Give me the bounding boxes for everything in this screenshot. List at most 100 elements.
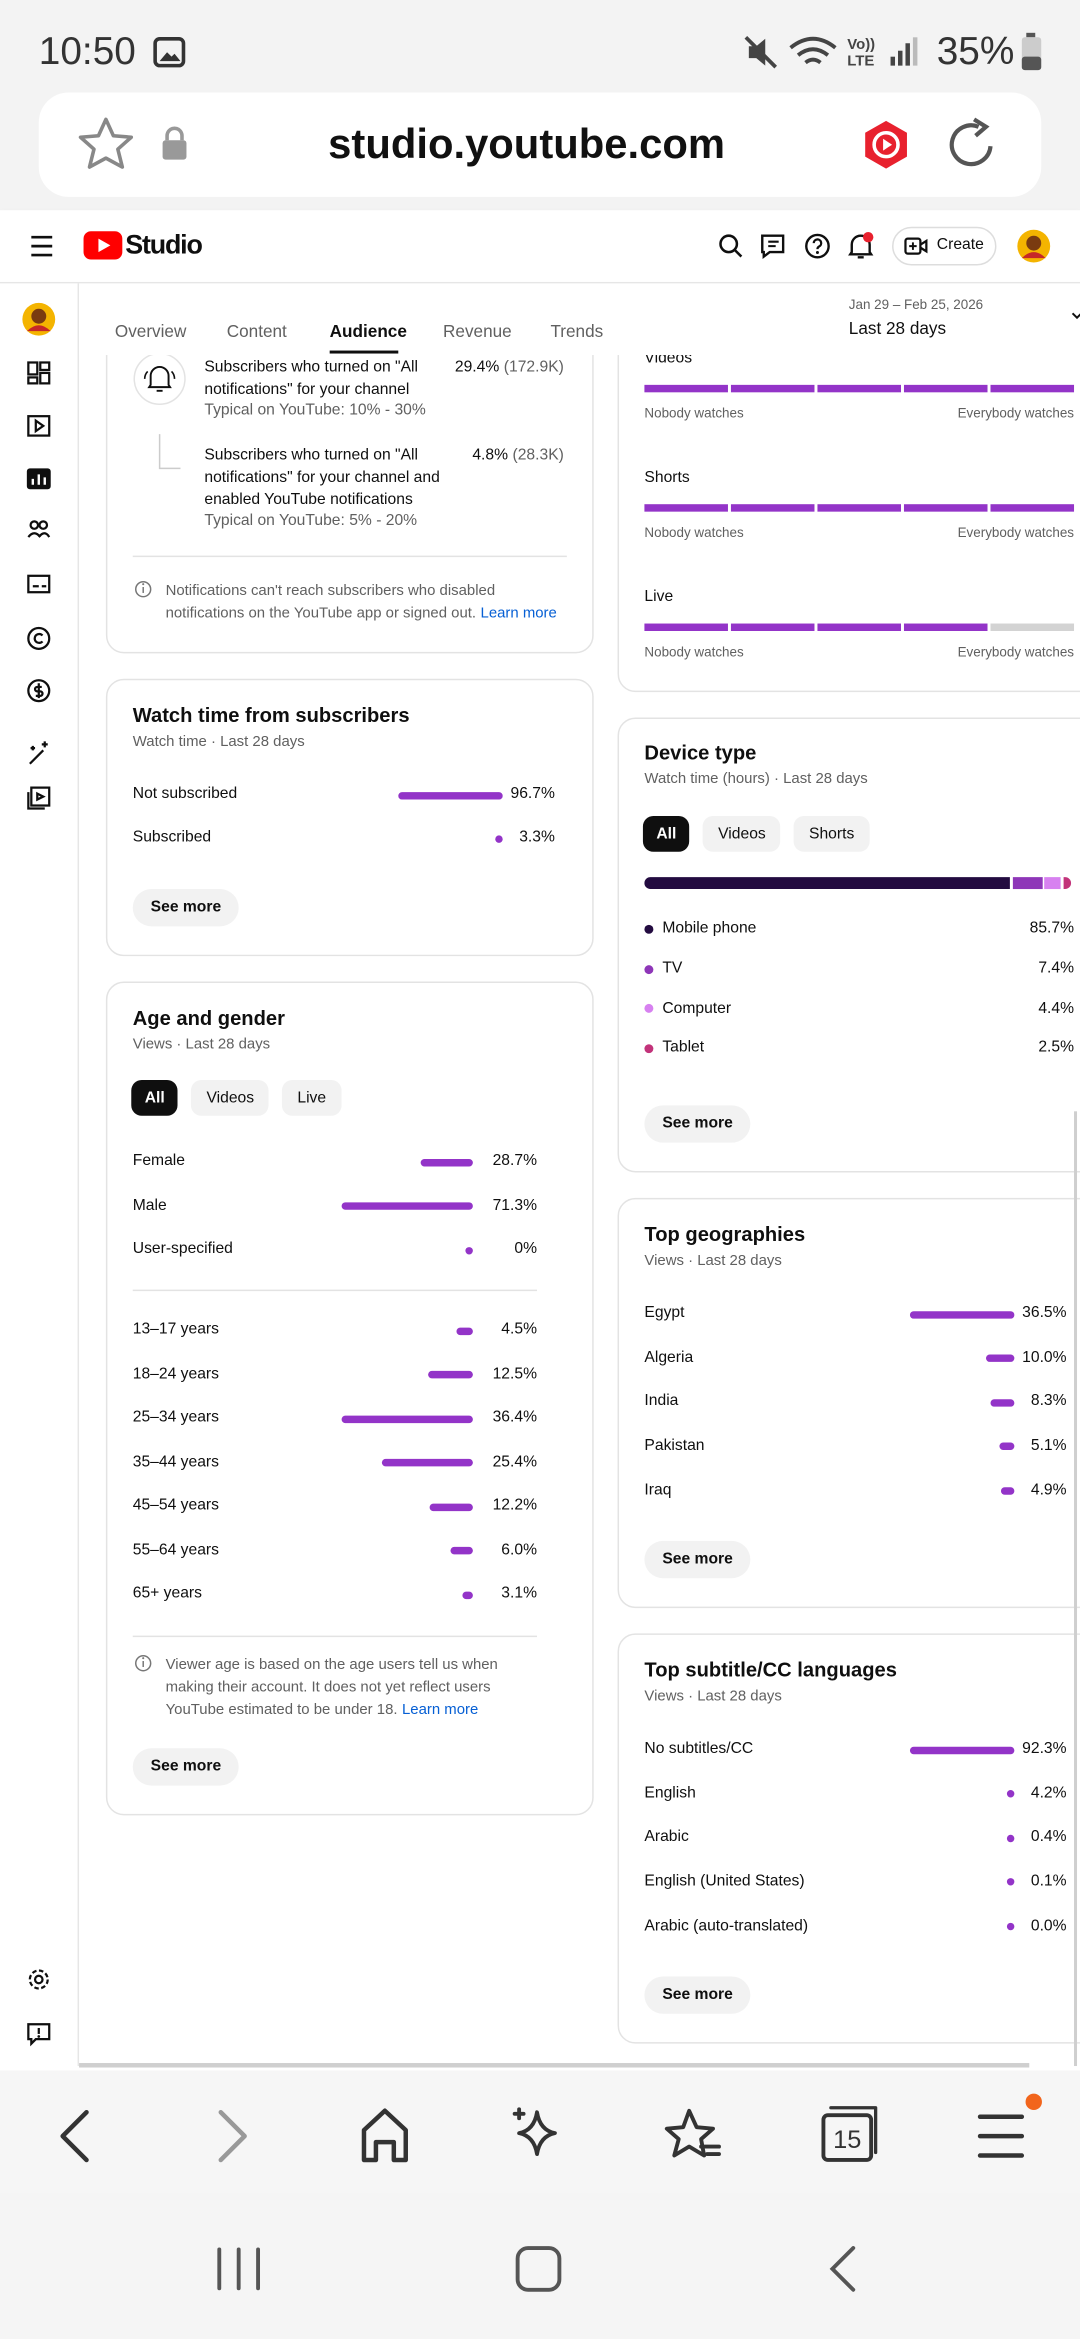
row-label: Male: [132, 1195, 167, 1214]
row-value: 71.3%: [492, 1195, 538, 1214]
row-label: Pakistan: [644, 1436, 705, 1455]
reload-icon[interactable]: [946, 116, 1000, 173]
help-icon[interactable]: [804, 233, 831, 260]
row-label: Not subscribed: [132, 784, 238, 803]
notifications-icon[interactable]: [847, 231, 874, 261]
card-subtitle: Views · Last 28 days: [644, 1252, 782, 1269]
row-label: Female: [132, 1151, 185, 1170]
filter-chip[interactable]: Shorts: [794, 815, 870, 852]
tab[interactable]: Overview: [114, 322, 187, 341]
channel-avatar[interactable]: [21, 301, 57, 337]
filter-chip[interactable]: All: [642, 815, 690, 852]
bar: [381, 1458, 473, 1467]
create-icon: [904, 237, 928, 255]
battery-icon: [1021, 32, 1042, 71]
row-value: 0.1%: [1030, 1872, 1067, 1890]
retention-segment: [817, 384, 901, 393]
notifications-card: [105, 298, 594, 654]
studio-logo-text: Studio: [125, 230, 203, 261]
sidebar-icons[interactable]: [26, 361, 51, 810]
row-value: 36.5%: [1022, 1304, 1067, 1322]
bookmark-star[interactable]: [78, 116, 135, 170]
row-value: 4.2%: [1030, 1783, 1067, 1802]
age-decor: [132, 1289, 538, 1672]
legend-label: Mobile phone: [662, 919, 757, 938]
toolbar-icons[interactable]: [0, 2070, 1080, 2192]
card-title: Top geographies: [644, 1223, 806, 1246]
see-more-button[interactable]: See more: [644, 1540, 751, 1578]
tab-count: 15: [833, 2125, 862, 2154]
learn-more-link[interactable]: Learn more: [401, 1701, 479, 1718]
system-nav-icons[interactable]: [0, 2193, 1080, 2339]
retention-segment: [903, 504, 988, 512]
retention-segment: [644, 384, 728, 393]
url-text[interactable]: studio.youtube.com: [328, 120, 725, 167]
filter-chip[interactable]: All: [131, 1079, 179, 1116]
retention-segment: [990, 504, 1075, 512]
row-label: English: [644, 1783, 696, 1802]
account-avatar[interactable]: [1016, 228, 1052, 264]
svg-text:Vo)): Vo)): [847, 37, 875, 53]
row-value: 0.0%: [1030, 1916, 1067, 1935]
filter-chip[interactable]: Live: [282, 1079, 342, 1116]
retention-label: Live: [644, 587, 674, 606]
age-gender-card: [105, 981, 594, 1816]
tab[interactable]: Audience: [329, 322, 407, 341]
row-label: Subscribed: [132, 828, 212, 847]
status-icons: Vo))LTE: [744, 35, 918, 70]
row-value: 5.1%: [1030, 1436, 1067, 1455]
sidebar-bottom-icons[interactable]: [27, 1969, 51, 2047]
create-button[interactable]: [892, 226, 997, 266]
count: (28.3K): [512, 446, 564, 464]
tab[interactable]: Trends: [550, 322, 604, 341]
filter-chip[interactable]: Videos: [703, 815, 781, 852]
notification-metric: Subscribers who turned on "All notificat…: [204, 445, 440, 508]
legend-dot: [644, 1044, 654, 1054]
retention-segment: [903, 384, 988, 393]
row-value: 6.0%: [501, 1540, 538, 1559]
axis-max-label: Everybody watches: [957, 644, 1075, 660]
retention-segment: [644, 623, 728, 631]
studio-app-icon[interactable]: [862, 119, 910, 170]
card-title: Top subtitle/CC languages: [644, 1659, 897, 1682]
retention-segment: [903, 623, 988, 631]
axis-max-label: Everybody watches: [957, 405, 1075, 421]
card-title: Age and gender: [132, 1007, 285, 1030]
active-tab-indicator: [329, 350, 399, 354]
row-value: 36.4%: [492, 1408, 538, 1427]
svg-text:LTE: LTE: [847, 54, 874, 70]
bar: [456, 1326, 473, 1335]
row-value: 12.2%: [492, 1496, 538, 1515]
legend-dot: [644, 924, 654, 934]
filter-chip[interactable]: Videos: [191, 1079, 270, 1116]
see-more-button[interactable]: See more: [132, 1747, 240, 1785]
browser-toolbar: [0, 2070, 1080, 2193]
chip-row: All Videos Shorts: [642, 815, 870, 852]
info-note: Notifications can't reach subscribers wh…: [166, 580, 561, 625]
tab[interactable]: Revenue: [443, 322, 512, 341]
info-note: Viewer age is based on the age users tel…: [166, 1654, 539, 1721]
feedback-icon[interactable]: [759, 233, 786, 260]
legend-value: 85.7%: [1029, 919, 1075, 938]
note-text: Notifications can't reach subscribers wh…: [165, 582, 496, 622]
menu-icon[interactable]: [30, 235, 54, 257]
card-subtitle: Watch time · Last 28 days: [132, 733, 305, 750]
row-label: 35–44 years: [132, 1452, 219, 1471]
bar: [1006, 1922, 1015, 1931]
search-icon[interactable]: [719, 234, 743, 258]
learn-more-link[interactable]: Learn more: [480, 604, 557, 622]
sidebar: [0, 283, 80, 2067]
see-more-button[interactable]: See more: [644, 1975, 751, 2014]
create-label[interactable]: Create: [936, 235, 984, 254]
tab[interactable]: Content: [226, 322, 287, 341]
count: (172.9K): [503, 358, 564, 376]
see-more-button[interactable]: See more: [644, 1104, 751, 1142]
date-label[interactable]: Last 28 days: [848, 319, 947, 338]
row-label: No subtitles/CC: [644, 1739, 754, 1758]
youtube-logo: [83, 231, 123, 260]
typical-range: Typical on YouTube: 5% - 20%: [204, 511, 418, 530]
see-more-button[interactable]: See more: [132, 888, 240, 926]
date-chevron[interactable]: [1071, 310, 1080, 322]
